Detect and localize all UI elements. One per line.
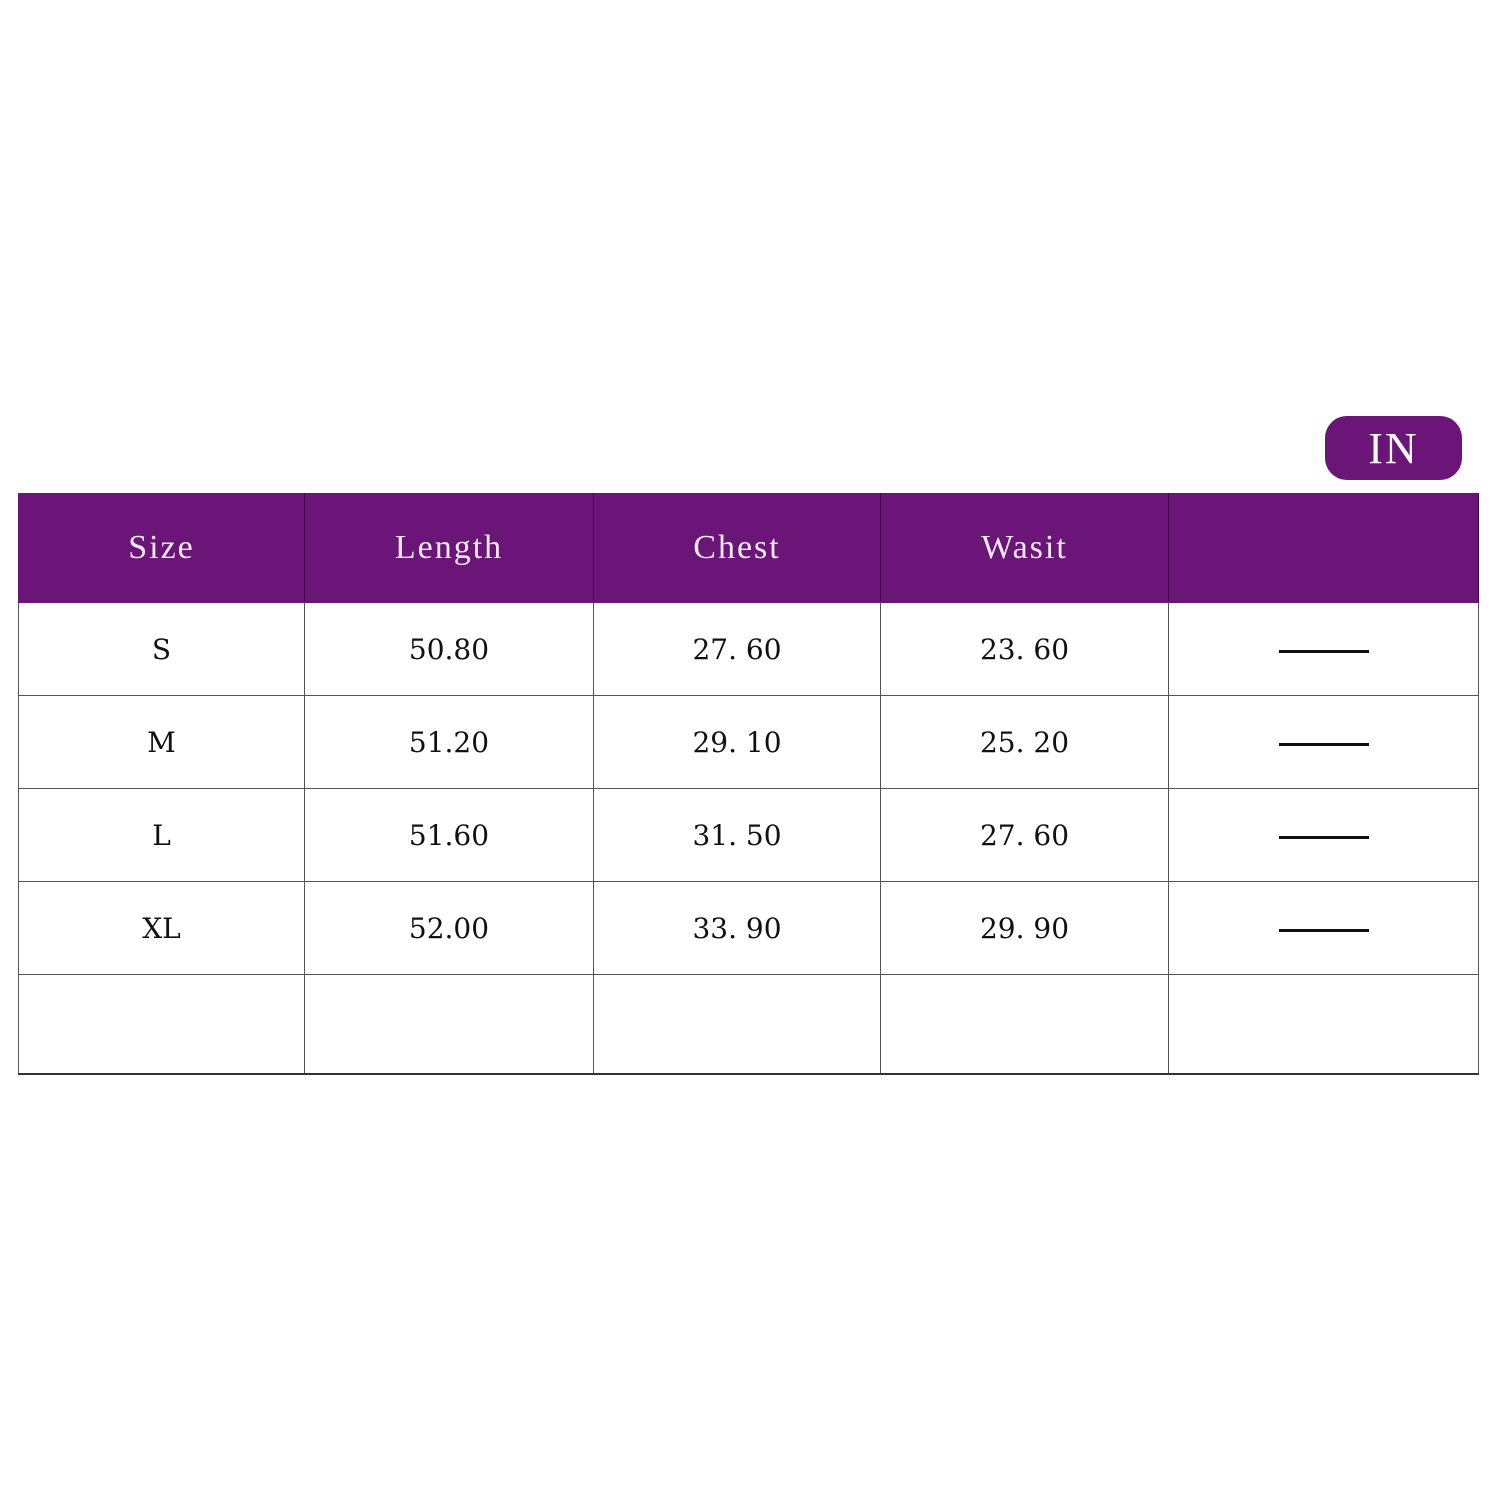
cell-chest: 27. 60 xyxy=(593,602,881,696)
cell-dash xyxy=(1168,881,1479,975)
empty-cell xyxy=(593,974,881,1075)
empty-row xyxy=(18,974,1479,1075)
header-chest: Chest xyxy=(593,493,881,603)
cell-waist: 29. 90 xyxy=(880,881,1169,975)
empty-cell xyxy=(880,974,1169,1075)
cell-chest: 33. 90 xyxy=(593,881,881,975)
cell-dash xyxy=(1168,602,1479,696)
header-size: Size xyxy=(18,493,305,603)
cell-waist: 23. 60 xyxy=(880,602,1169,696)
table-row: XL 52.00 33. 90 29. 90 xyxy=(18,881,1479,975)
cell-dash xyxy=(1168,695,1479,789)
cell-chest: 29. 10 xyxy=(593,695,881,789)
cell-waist: 27. 60 xyxy=(880,788,1169,882)
dash-mark xyxy=(1278,928,1369,932)
header-row: Size Length Chest Wasit xyxy=(18,493,1479,603)
header-length: Length xyxy=(304,493,594,603)
cell-dash xyxy=(1168,788,1479,882)
size-chart-table: Size Length Chest Wasit S 50.80 27. 60 2… xyxy=(18,493,1479,1075)
header-waist: Wasit xyxy=(880,493,1169,603)
table-row: S 50.80 27. 60 23. 60 xyxy=(18,602,1479,696)
cell-length: 50.80 xyxy=(304,602,594,696)
dash-mark xyxy=(1278,742,1369,746)
cell-size: M xyxy=(18,695,305,789)
cell-length: 52.00 xyxy=(304,881,594,975)
table-row: M 51.20 29. 10 25. 20 xyxy=(18,695,1479,789)
table-row: L 51.60 31. 50 27. 60 xyxy=(18,788,1479,882)
cell-length: 51.60 xyxy=(304,788,594,882)
cell-size: XL xyxy=(18,881,305,975)
cell-size: S xyxy=(18,602,305,696)
empty-cell xyxy=(1168,974,1479,1075)
header-empty xyxy=(1168,493,1479,603)
empty-cell xyxy=(304,974,594,1075)
unit-badge: IN xyxy=(1325,416,1462,480)
cell-size: L xyxy=(18,788,305,882)
cell-length: 51.20 xyxy=(304,695,594,789)
cell-chest: 31. 50 xyxy=(593,788,881,882)
dash-mark xyxy=(1278,649,1369,653)
dash-mark xyxy=(1278,835,1369,839)
empty-cell xyxy=(18,974,305,1075)
cell-waist: 25. 20 xyxy=(880,695,1169,789)
